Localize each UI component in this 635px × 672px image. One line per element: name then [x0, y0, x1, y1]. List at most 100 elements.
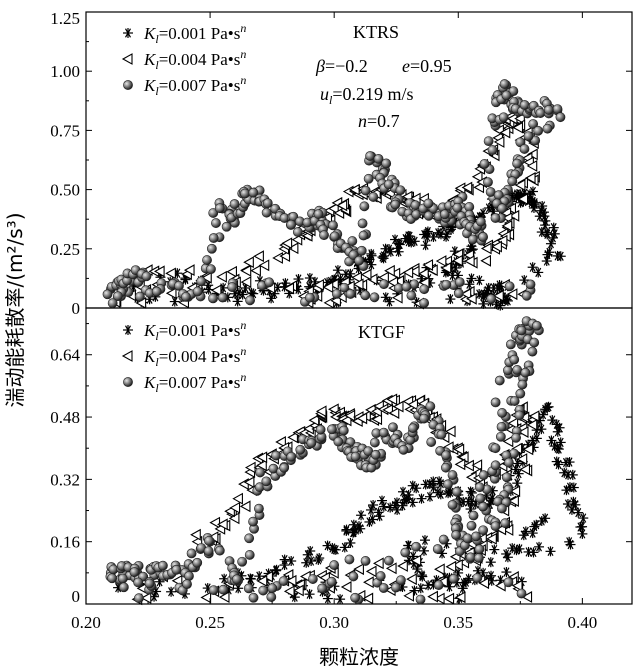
triangle-point	[526, 159, 538, 172]
triangle-point	[452, 254, 463, 267]
sphere-point	[181, 291, 191, 302]
triangle-point	[509, 485, 521, 498]
sphere-point	[379, 279, 389, 290]
x-tick-label: 0.35	[443, 613, 473, 632]
sphere-point	[440, 462, 451, 473]
sphere-point	[453, 288, 464, 299]
asterisk-point	[540, 513, 551, 524]
sphere-point	[515, 388, 526, 399]
triangle-point	[501, 219, 513, 232]
sphere-point	[505, 339, 516, 350]
sphere-point	[529, 337, 540, 348]
sphere-point	[388, 422, 398, 433]
sphere-point	[535, 108, 546, 118]
legend-triangle-point	[121, 53, 133, 65]
sphere-point	[486, 294, 497, 304]
legend-item: Kl=0.007 Pa•sn	[123, 370, 246, 395]
sphere-point	[133, 577, 144, 588]
asterisk-point	[245, 573, 256, 584]
sphere-point	[244, 550, 255, 560]
triangle-point	[407, 398, 419, 411]
sphere-point	[206, 243, 217, 254]
triangle-point	[526, 418, 538, 431]
sphere-point	[129, 567, 140, 577]
sphere-point	[495, 431, 506, 442]
triangle-point	[287, 431, 298, 444]
sphere-point	[531, 320, 542, 331]
triangle-point	[200, 591, 212, 604]
asterisk-point	[567, 469, 578, 480]
triangle-point	[392, 400, 404, 413]
triangle-point	[516, 453, 528, 466]
triangle-point	[209, 516, 221, 529]
triangle-point	[210, 284, 222, 297]
triangle-point	[373, 557, 384, 570]
sphere-point	[141, 271, 152, 282]
asterisk-point	[272, 282, 283, 293]
triangle-point	[444, 425, 456, 438]
sphere-point	[501, 472, 512, 483]
sphere-point	[487, 145, 498, 155]
asterisk-point	[345, 268, 356, 279]
asterisk-point	[392, 243, 403, 254]
triangle-point	[517, 193, 529, 206]
asterisk-point	[428, 231, 439, 242]
sphere-point	[248, 516, 258, 527]
sphere-point	[516, 325, 527, 336]
triangle-point	[287, 242, 299, 255]
sphere-point	[439, 209, 450, 220]
triangle-point	[522, 443, 534, 456]
triangle-point	[385, 562, 397, 575]
asterisk-point	[529, 521, 540, 532]
asterisk-point	[266, 293, 277, 304]
sphere-point	[214, 203, 225, 214]
asterisk-point	[534, 211, 545, 222]
sphere-point	[240, 188, 250, 199]
sphere-point	[208, 208, 219, 218]
triangle-point	[512, 121, 524, 134]
asterisk-point	[461, 577, 472, 588]
sphere-point	[478, 501, 488, 512]
sphere-point	[441, 279, 452, 290]
asterisk-point	[415, 583, 426, 594]
sphere-point	[483, 177, 493, 188]
sphere-point	[208, 233, 219, 243]
sphere-point	[313, 209, 324, 219]
sphere-point	[509, 396, 520, 406]
sphere-point	[319, 230, 329, 241]
triangle-point	[514, 179, 526, 191]
triangle-point	[391, 291, 403, 304]
triangle-point	[527, 148, 538, 161]
sphere-point	[497, 408, 508, 418]
sphere-point	[295, 444, 306, 455]
sphere-point	[344, 554, 355, 565]
sphere-point	[266, 592, 277, 602]
sphere-point	[331, 288, 342, 299]
asterisk-point	[564, 536, 575, 547]
asterisk-point	[489, 544, 500, 555]
y-tick-label: 1.25	[50, 9, 80, 28]
sphere-point	[214, 545, 225, 556]
sphere-point	[245, 295, 255, 306]
triangle-point	[344, 409, 356, 422]
triangle-point	[323, 296, 335, 309]
asterisk-point	[541, 227, 552, 238]
sphere-point	[192, 557, 203, 568]
sphere-point	[490, 397, 501, 408]
asterisk-point	[356, 510, 367, 521]
triangle-point	[388, 407, 400, 419]
asterisk-point	[390, 234, 401, 245]
triangle-point	[397, 560, 408, 572]
sphere-point	[525, 279, 536, 290]
triangle-point	[313, 279, 324, 291]
sphere-point	[478, 470, 489, 481]
asterisk-point	[233, 583, 244, 594]
sphere-point	[443, 479, 453, 490]
triangle-point	[389, 267, 401, 280]
triangle-point	[461, 181, 473, 194]
sphere-point	[357, 218, 368, 229]
y-tick-label: 0.48	[50, 408, 80, 427]
asterisk-point	[514, 543, 525, 554]
asterisk-point	[373, 507, 384, 518]
